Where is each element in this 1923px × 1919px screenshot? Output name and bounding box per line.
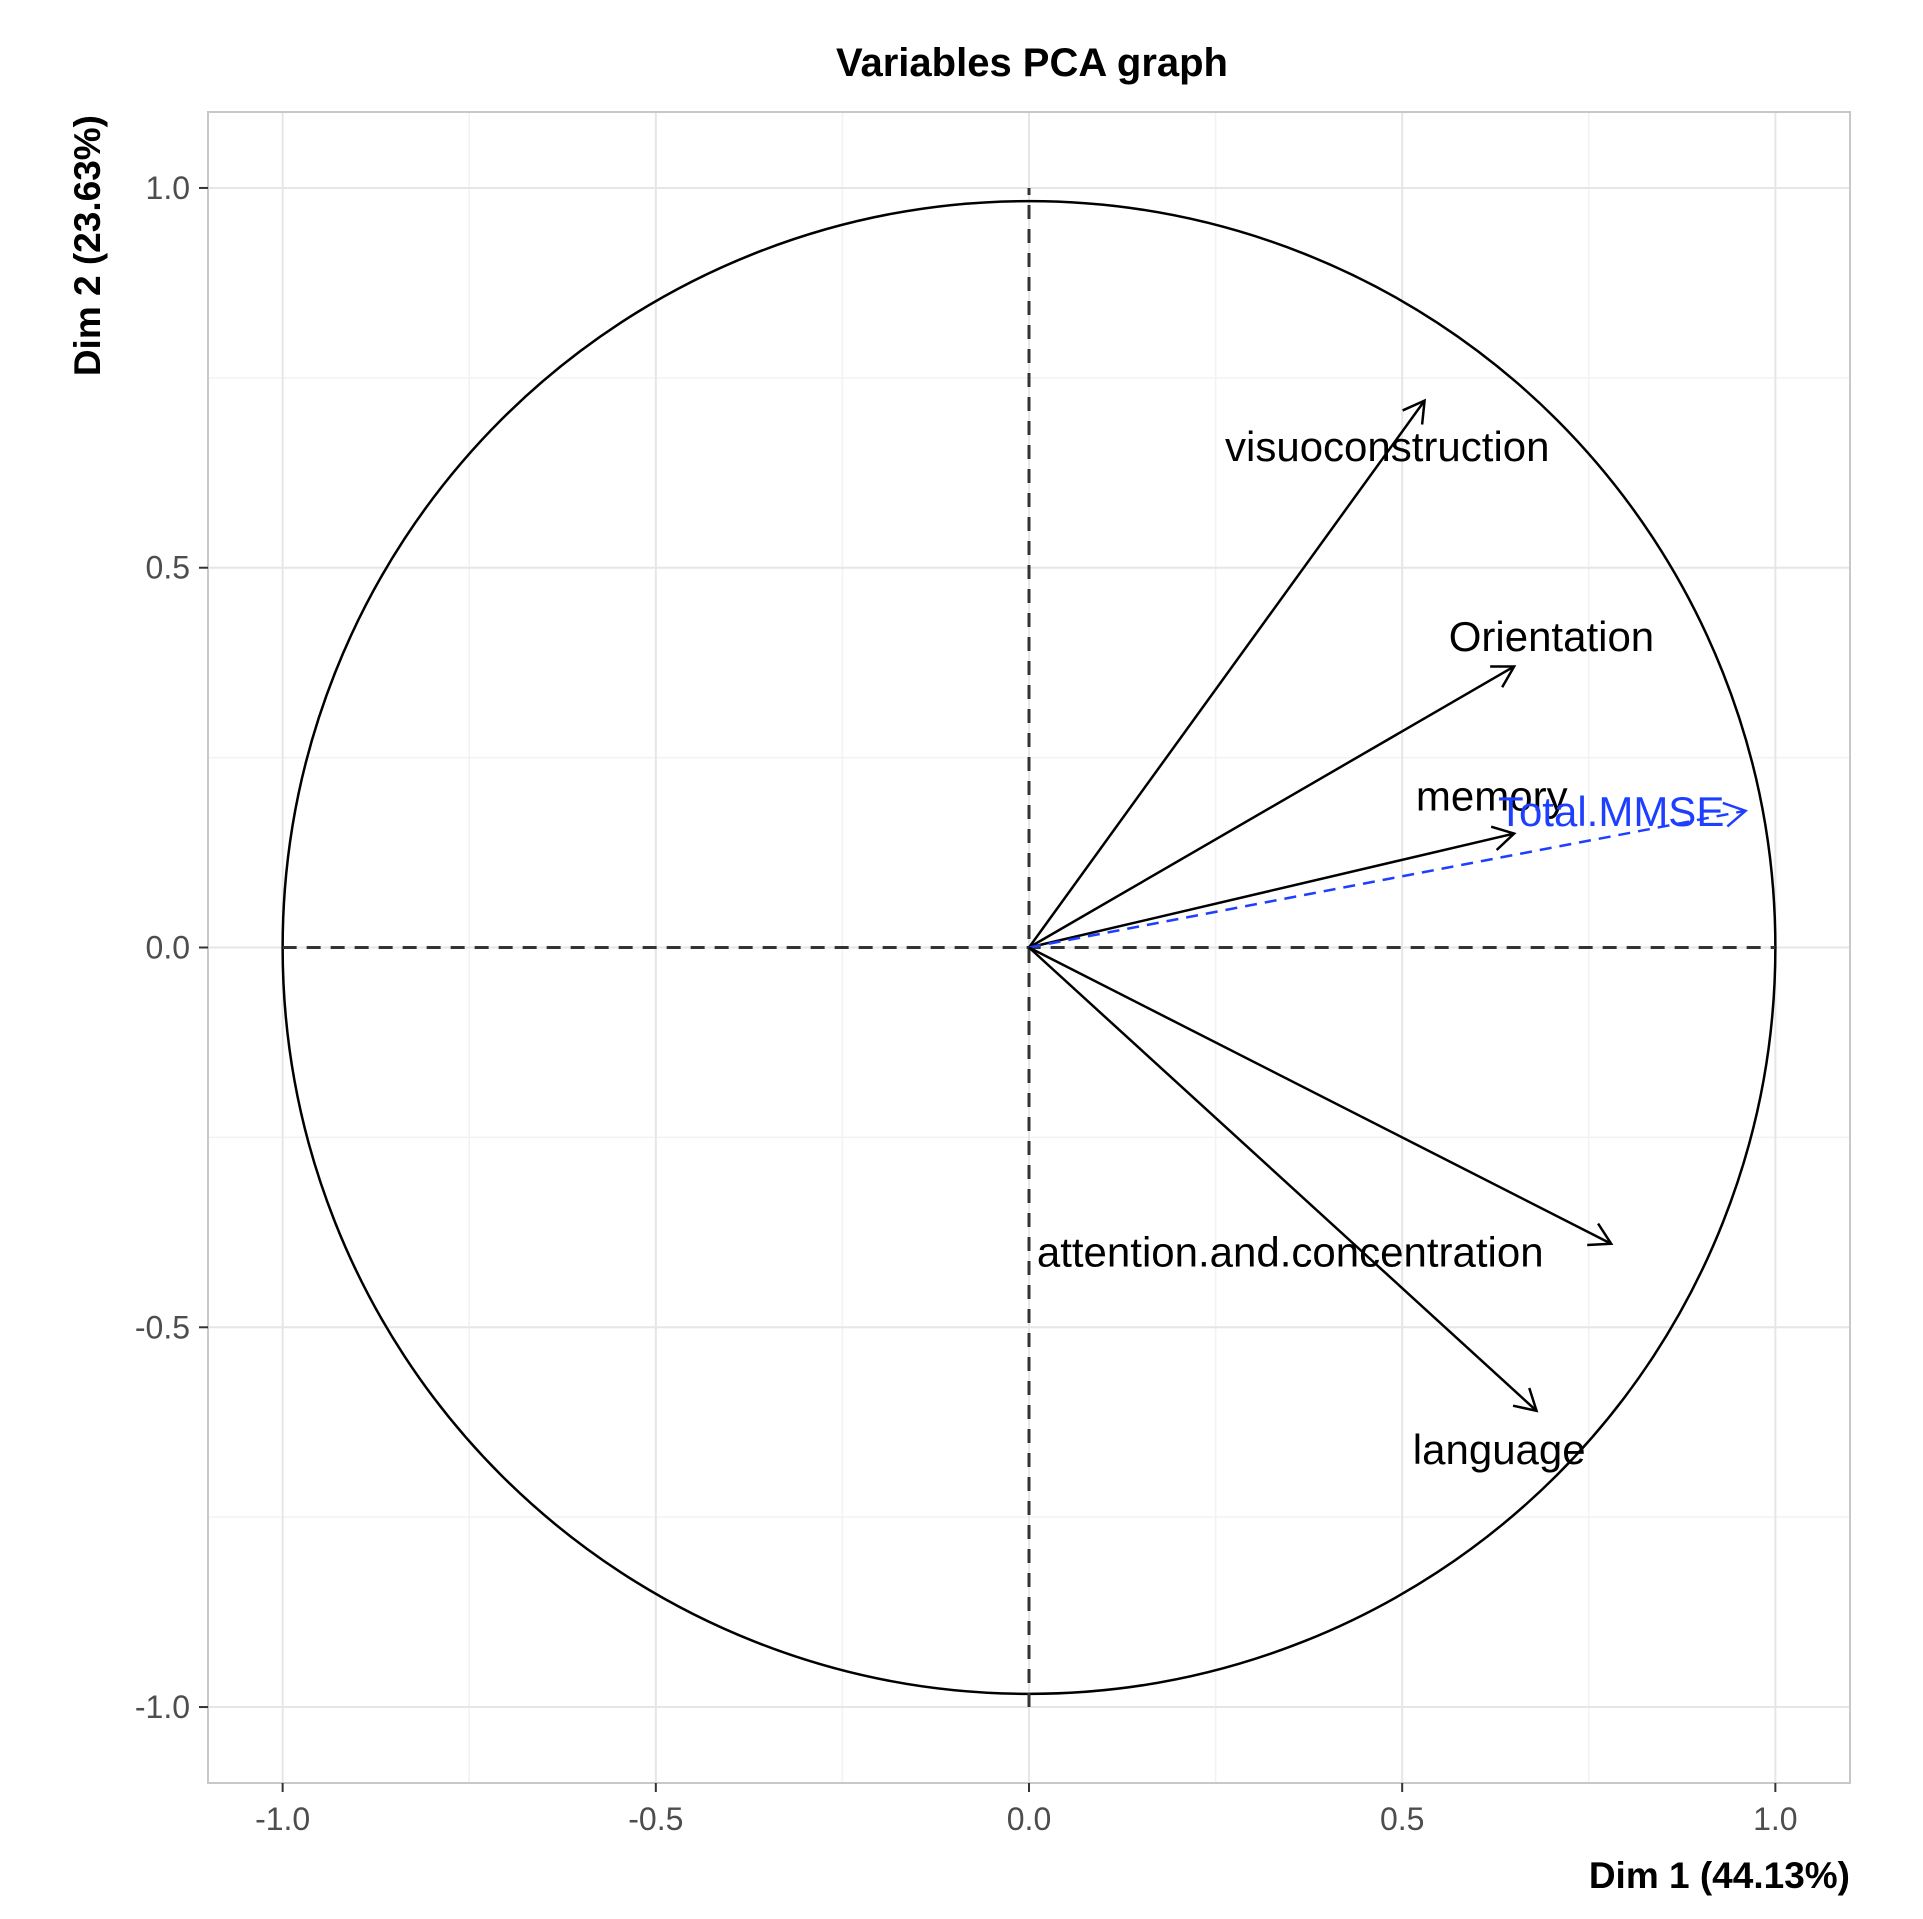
arrow-attention-and-concentration (1028, 946, 1614, 1247)
arrow-shaft (1028, 946, 1612, 1245)
label-total-mmse: Total.MMSE (1498, 788, 1724, 835)
x-tick-label: 0.5 (1380, 1801, 1424, 1837)
arrow-head (1490, 825, 1517, 851)
x-tick-label: -0.5 (628, 1801, 683, 1837)
y-tick-label: 0.0 (146, 930, 190, 966)
arrow-shaft (1028, 809, 1746, 949)
arrow-head (1722, 801, 1748, 828)
arrow-shaft (1028, 665, 1515, 949)
arrow-orientation (1028, 665, 1517, 949)
x-axis-title: Dim 1 (44.13%) (1589, 1855, 1850, 1896)
y-axis-ticks: -1.0 -0.5 0.0 0.5 1.0 (135, 170, 208, 1725)
y-tick-label: 1.0 (146, 170, 190, 206)
label-language: language (1413, 1426, 1586, 1473)
arrow-language (1028, 946, 1539, 1413)
x-tick-label: 0.0 (1007, 1801, 1051, 1837)
x-tick-label: 1.0 (1753, 1801, 1797, 1837)
label-visuoconstruction: visuoconstruction (1225, 423, 1550, 470)
y-tick-label: -1.0 (135, 1689, 190, 1725)
arrow-head (1587, 1222, 1614, 1247)
y-axis-title: Dim 2 (23.63%) (67, 115, 108, 376)
chart-title: Variables PCA graph (836, 41, 1228, 85)
arrow-shaft (1027, 399, 1426, 949)
label-attention-and-concentration: attention.and.concentration (1037, 1228, 1544, 1275)
variable-labels: visuoconstruction Orientation memoryTotal.… (1037, 423, 1724, 1473)
arrow-shaft (1028, 832, 1515, 949)
x-tick-label: -1.0 (255, 1801, 310, 1837)
x-axis-ticks: -1.0 -0.5 0.0 0.5 1.0 (255, 1783, 1798, 1837)
arrow-head (1512, 1387, 1539, 1413)
arrow-head (1490, 665, 1517, 688)
arrow-visuoconstruction (1027, 398, 1427, 949)
y-tick-label: -0.5 (135, 1309, 190, 1345)
arrow-shaft (1028, 946, 1538, 1412)
variable-arrows (1027, 398, 1748, 1413)
arrow-head (1402, 398, 1427, 425)
arrow-total-mmse (1028, 801, 1748, 949)
y-tick-label: 0.5 (146, 550, 190, 586)
arrow-memory (1028, 825, 1517, 949)
label-memory: memory (1416, 773, 1568, 820)
label-orientation: Orientation (1449, 613, 1654, 660)
